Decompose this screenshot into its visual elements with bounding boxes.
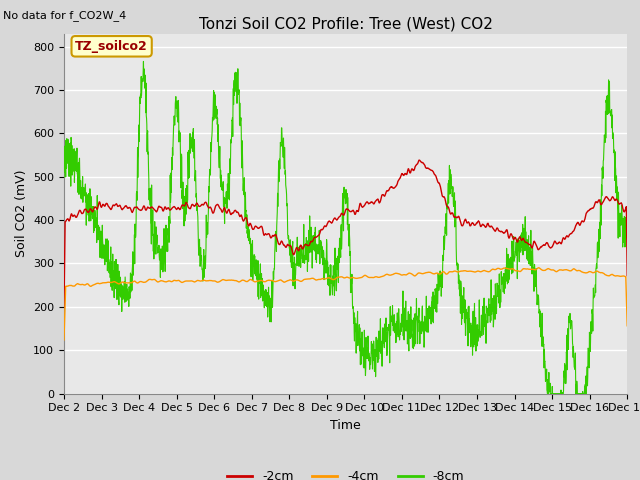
- Text: No data for f_CO2W_4: No data for f_CO2W_4: [3, 11, 127, 22]
- Title: Tonzi Soil CO2 Profile: Tree (West) CO2: Tonzi Soil CO2 Profile: Tree (West) CO2: [198, 16, 493, 31]
- Text: TZ_soilco2: TZ_soilco2: [76, 40, 148, 53]
- Y-axis label: Soil CO2 (mV): Soil CO2 (mV): [15, 170, 28, 257]
- Legend: -2cm, -4cm, -8cm: -2cm, -4cm, -8cm: [222, 465, 469, 480]
- X-axis label: Time: Time: [330, 419, 361, 432]
